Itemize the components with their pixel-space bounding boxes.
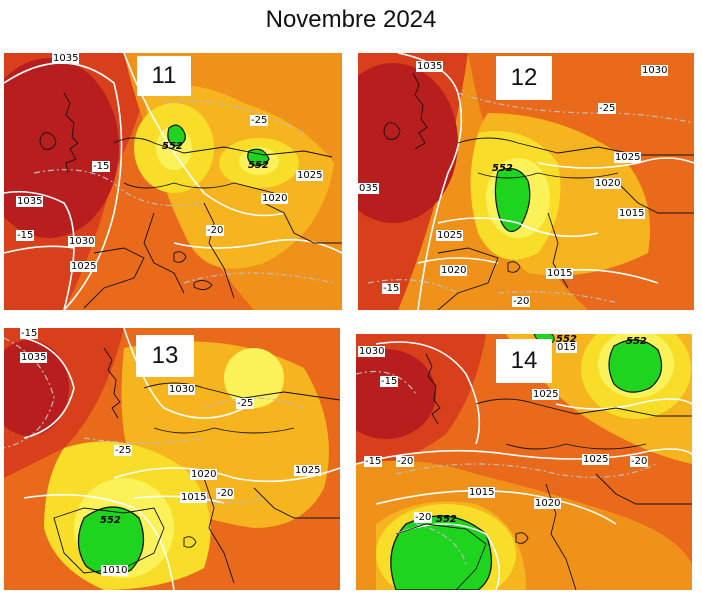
isobar-label: 1015 <box>546 268 574 279</box>
map-panel-day-13: 13 1035 1030 1020 1015 1025 1010 -15 -25… <box>4 328 340 590</box>
isobar-label: 1020 <box>261 193 289 204</box>
day-label-12: 12 <box>496 56 552 100</box>
isotherm-label: -15 <box>380 376 399 387</box>
day-label-11: 11 <box>137 56 191 96</box>
isotherm-label: -25 <box>114 445 133 456</box>
isotherm-label: -20 <box>512 296 531 307</box>
isobar-label: 1030 <box>641 65 669 76</box>
isobar-label: 1015 <box>180 492 208 503</box>
isobar-label: 1015 <box>468 487 496 498</box>
isotherm-label: -15 <box>364 456 383 467</box>
geopotential-label: 552 <box>248 160 269 171</box>
isobar-label: 1015 <box>618 208 646 219</box>
isobar-label: 1030 <box>168 384 196 395</box>
isobar-label: 1010 <box>101 565 129 576</box>
day-label-13: 13 <box>136 335 194 377</box>
isobar-label: 1020 <box>440 265 468 276</box>
isobar-label: 1025 <box>614 152 642 163</box>
day-label-14: 14 <box>496 339 552 383</box>
geopotential-label: 552 <box>556 334 577 345</box>
isobar-label: 1025 <box>532 389 560 400</box>
isotherm-label: -20 <box>206 225 225 236</box>
isobar-label: 1035 <box>16 196 44 207</box>
isotherm-label: -20 <box>396 456 415 467</box>
geopotential-label: 552 <box>100 515 121 526</box>
map-panel-day-12: 12 1035 1030 1025 1020 1015 1025 1020 10… <box>358 53 694 310</box>
isobar-label: 1020 <box>594 178 622 189</box>
isobar-label: 1035 <box>416 61 444 72</box>
isobar-label: 035 <box>358 183 380 194</box>
isobar-label: 1025 <box>582 454 610 465</box>
geopotential-label: 552 <box>626 336 647 347</box>
isobar-label: 1025 <box>70 261 98 272</box>
isotherm-label: -15 <box>20 328 39 339</box>
isobar-label: 1030 <box>358 346 386 357</box>
geopotential-label: 552 <box>436 514 457 525</box>
isobar-label: 1025 <box>294 465 322 476</box>
isotherm-label: -15 <box>92 161 111 172</box>
isotherm-label: -25 <box>250 115 269 126</box>
isobar-label: 1025 <box>296 170 324 181</box>
isobar-label: 1035 <box>52 53 80 64</box>
isotherm-label: -15 <box>16 230 35 241</box>
isobar-label: 1035 <box>20 352 48 363</box>
isotherm-label: -20 <box>414 512 433 523</box>
isobar-label: 1020 <box>190 469 218 480</box>
map-panel-day-11: 11 1035 1035 1030 1025 1020 1025 -15 -15… <box>4 53 342 310</box>
geopotential-label: 552 <box>492 163 513 174</box>
isotherm-label: -15 <box>382 283 401 294</box>
isotherm-label: -20 <box>216 488 235 499</box>
isotherm-label: -25 <box>236 398 255 409</box>
isobar-label: 1030 <box>68 236 96 247</box>
map-title: Novembre 2024 <box>265 6 437 33</box>
isobar-label: 015 <box>556 342 578 353</box>
isobar-label: 1020 <box>534 498 562 509</box>
geopotential-label: 552 <box>162 141 183 152</box>
isobar-label: 1025 <box>436 230 464 241</box>
map-panel-day-14: 14 1030 1025 1025 1015 1020 015 -15 -15 … <box>356 334 692 590</box>
isotherm-label: -25 <box>598 103 617 114</box>
isotherm-label: -20 <box>630 456 649 467</box>
